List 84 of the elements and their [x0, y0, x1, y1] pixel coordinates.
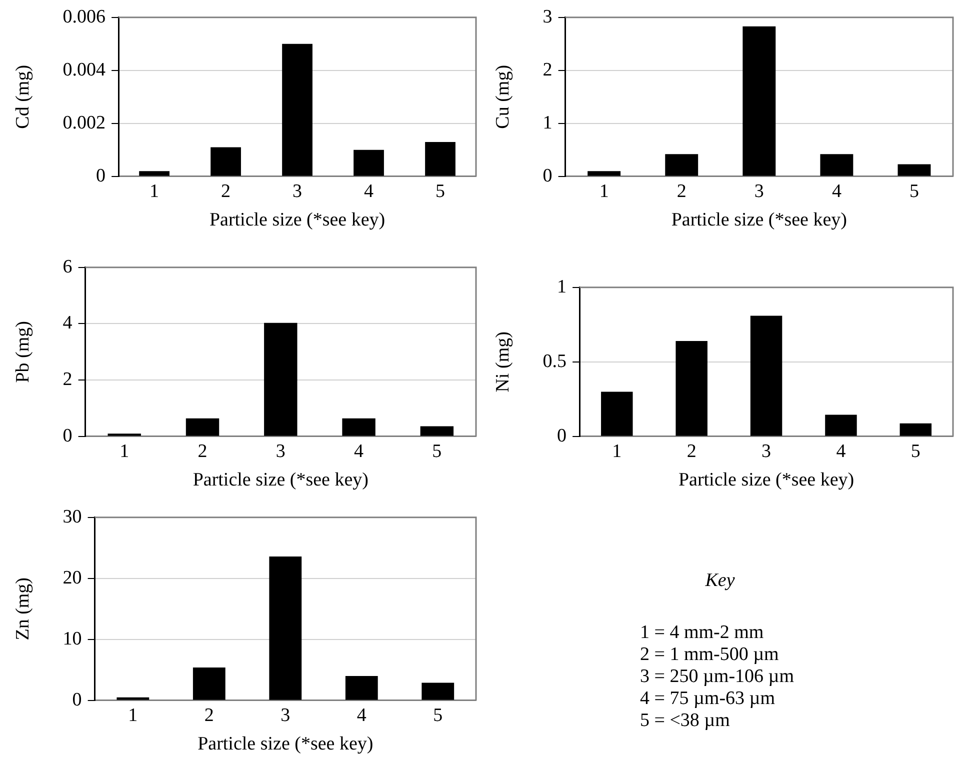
- x-axis-title: Particle size (*see key): [192, 470, 368, 491]
- y-tick-label: 2: [62, 369, 72, 390]
- y-axis-title: Cu (mg): [492, 64, 514, 129]
- y-axis-title: Cd (mg): [12, 64, 34, 129]
- y-tick-label: 1: [557, 276, 567, 298]
- y-tick-label: 0: [542, 165, 552, 186]
- x-tick-label: 2: [221, 180, 231, 202]
- x-tick-label: 3: [280, 704, 290, 726]
- text: 3 = 250 µm-106 µm: [639, 666, 795, 688]
- y-tick-label: 1: [542, 112, 552, 134]
- x-axis-title: Particle size (*see key): [671, 210, 847, 231]
- bar: [588, 171, 621, 176]
- bar: [676, 341, 708, 436]
- x-tick-label: 2: [204, 704, 214, 726]
- y-tick-label: 0: [72, 689, 82, 710]
- x-tick-label: 1: [128, 704, 138, 726]
- bar: [665, 154, 698, 176]
- bar: [139, 171, 170, 176]
- bar: [282, 44, 312, 176]
- bar: [342, 418, 376, 436]
- x-tick-label: 3: [292, 180, 302, 202]
- x-tick-label: 4: [836, 440, 846, 462]
- bar: [264, 322, 298, 436]
- bar: [210, 147, 241, 176]
- x-tick-label: 1: [612, 440, 622, 462]
- y-tick-label: 0.006: [62, 6, 106, 28]
- y-axis-title: Ni (mg): [492, 332, 514, 392]
- x-tick-label: 2: [676, 180, 686, 202]
- x-tick-label: 1: [599, 180, 609, 202]
- y-tick-label: 10: [62, 628, 82, 650]
- bar: [820, 154, 854, 176]
- y-tick-label: 0.004: [62, 59, 106, 80]
- bar: [898, 164, 931, 176]
- text: 2 = 1 mm-500 µm: [639, 644, 780, 666]
- x-tick-label: 5: [433, 704, 443, 726]
- x-tick-label: 3: [276, 440, 286, 462]
- text: 5 = <38 µm: [639, 710, 731, 732]
- bar: [742, 26, 776, 176]
- text: 4 = 75 µm-63 µm: [639, 688, 776, 710]
- y-axis-title: Pb (mg): [12, 321, 34, 383]
- x-tick-label: 1: [120, 440, 130, 462]
- x-tick-label: 3: [754, 180, 764, 202]
- bar: [825, 414, 857, 436]
- bar: [422, 682, 454, 700]
- y-tick-label: 4: [62, 312, 73, 334]
- x-tick-label: 4: [354, 440, 364, 462]
- x-tick-label: 3: [762, 440, 772, 462]
- bar: [345, 676, 378, 700]
- bar: [900, 423, 932, 436]
- x-tick-label: 5: [432, 440, 442, 462]
- bar: [425, 142, 456, 176]
- y-tick-label: 0.002: [62, 112, 106, 134]
- text: Key: [704, 570, 736, 592]
- text: 1 = 4 mm-2 mm: [639, 622, 765, 644]
- bar: [420, 426, 454, 436]
- y-tick-label: 6: [62, 256, 72, 278]
- y-tick-label: 0: [62, 425, 72, 446]
- y-tick-label: 2: [542, 59, 552, 80]
- bar: [601, 392, 633, 436]
- x-tick-label: 4: [832, 180, 842, 202]
- x-axis-title: Particle size (*see key): [678, 470, 854, 491]
- y-tick-label: 30: [62, 506, 82, 528]
- y-axis-title: Zn (mg): [12, 578, 34, 640]
- bar: [354, 150, 384, 176]
- x-tick-label: 4: [364, 180, 374, 202]
- x-tick-label: 1: [150, 180, 160, 202]
- y-tick-label: 0.5: [542, 350, 567, 372]
- y-tick-label: 0: [557, 425, 567, 446]
- bar: [116, 697, 150, 700]
- bar: [186, 418, 220, 436]
- y-tick-label: 0: [96, 165, 106, 186]
- x-tick-label: 5: [436, 180, 446, 202]
- x-tick-label: 5: [910, 440, 920, 462]
- x-tick-label: 2: [686, 440, 696, 462]
- x-axis-title: Particle size (*see key): [209, 210, 386, 231]
- x-tick-label: 5: [909, 180, 919, 202]
- y-tick-label: 3: [542, 6, 552, 28]
- y-tick-label: 20: [62, 567, 82, 588]
- bar: [750, 316, 782, 436]
- x-axis-title: Particle size (*see key): [198, 734, 374, 755]
- x-tick-label: 4: [356, 704, 367, 726]
- bar: [269, 556, 302, 700]
- bar: [192, 667, 226, 700]
- x-tick-label: 2: [198, 440, 208, 462]
